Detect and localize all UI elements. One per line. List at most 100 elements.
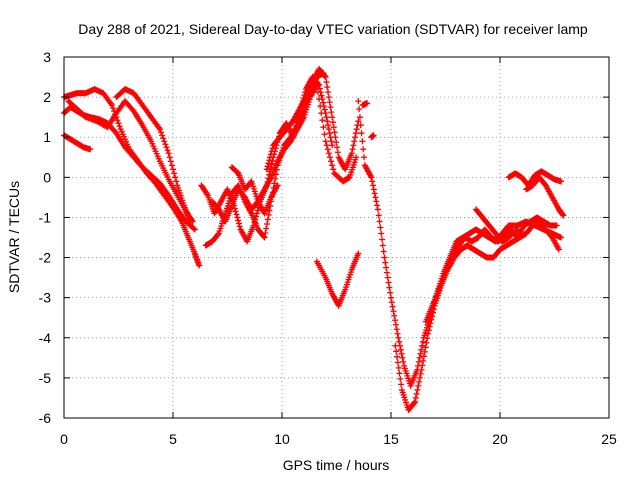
data-point-plus: [329, 162, 336, 169]
data-point-plus: [426, 323, 433, 330]
x-axis: 0 5 10 15 20 25: [60, 57, 617, 447]
data-point-plus: [325, 150, 332, 157]
data-point-plus: [108, 102, 115, 109]
data-point-plus: [325, 89, 332, 96]
data-point-plus: [384, 274, 391, 281]
data-point-plus: [269, 145, 276, 152]
data-point-plus: [361, 154, 368, 161]
data-point-plus: [355, 250, 362, 257]
y-tick-label: -6: [39, 410, 52, 426]
data-point-plus: [370, 182, 377, 189]
series-4: [113, 86, 194, 225]
data-point-plus: [332, 134, 339, 141]
data-point-plus: [313, 82, 320, 89]
data-point-plus: [353, 154, 360, 161]
data-point-plus: [329, 142, 336, 149]
data-point-plus: [325, 122, 332, 129]
data-point-plus: [418, 366, 425, 373]
series-18: [368, 132, 377, 141]
data-point-plus: [424, 335, 431, 342]
data-point-plus: [416, 354, 423, 361]
data-point-plus: [268, 148, 275, 155]
data-point-plus: [397, 346, 404, 353]
data-point-plus: [231, 205, 238, 212]
x-tick-label: 10: [274, 431, 290, 447]
data-point-plus: [251, 219, 258, 226]
data-point-plus: [414, 386, 421, 393]
data-point-plus: [159, 132, 166, 139]
data-point-plus: [168, 162, 175, 169]
data-point-plus: [396, 370, 403, 377]
data-point-plus: [273, 171, 280, 178]
data-point-plus: [413, 390, 420, 397]
data-point-plus: [422, 344, 429, 351]
data-point-plus: [319, 117, 326, 124]
data-point-plus: [395, 334, 402, 341]
data-point-plus: [325, 126, 332, 133]
data-point-plus: [166, 154, 173, 161]
data-point-plus: [398, 350, 405, 357]
data-marks: [61, 66, 567, 413]
data-point-plus: [265, 211, 272, 218]
data-point-plus: [334, 144, 341, 151]
data-point-plus: [390, 308, 397, 315]
data-point-plus: [421, 348, 428, 355]
data-point-plus: [385, 279, 392, 286]
data-point-plus: [411, 399, 418, 406]
series-12: [392, 218, 562, 413]
data-point-plus: [376, 218, 383, 225]
y-axis-label: SDTVAR / TECUs: [6, 181, 22, 293]
data-point-plus: [271, 180, 278, 187]
data-point-plus: [355, 98, 362, 105]
data-point-plus: [425, 330, 432, 337]
data-point-plus: [417, 370, 424, 377]
data-point-plus: [396, 338, 403, 345]
data-point-plus: [381, 254, 388, 261]
data-point-plus: [369, 178, 376, 185]
data-point-plus: [328, 138, 335, 145]
data-point-plus: [264, 220, 271, 227]
data-point-plus: [356, 106, 363, 113]
data-point-plus: [370, 186, 377, 193]
x-tick-label: 0: [60, 431, 68, 447]
data-point-plus: [352, 130, 359, 137]
data-point-plus: [415, 382, 422, 389]
data-point-plus: [420, 353, 427, 360]
data-point-plus: [326, 130, 333, 137]
data-point-plus: [429, 309, 436, 316]
data-point-plus: [328, 158, 335, 165]
data-point-plus: [359, 138, 366, 145]
data-point-plus: [171, 170, 178, 177]
data-point-plus: [333, 139, 340, 146]
data-point-plus: [260, 233, 267, 240]
data-point-plus: [160, 135, 167, 142]
data-point-plus: [317, 103, 324, 110]
chart-title: Day 288 of 2021, Sidereal Day-to-day VTE…: [78, 21, 588, 37]
x-tick-label: 25: [601, 431, 617, 447]
data-point-plus: [326, 154, 333, 161]
data-point-plus: [375, 212, 382, 219]
data-point-plus: [262, 229, 269, 236]
data-point-plus: [321, 73, 328, 80]
data-point-plus: [265, 160, 272, 167]
data-point-plus: [327, 104, 334, 111]
data-point-plus: [377, 224, 384, 231]
data-point-plus: [170, 166, 176, 173]
y-tick-label: -5: [39, 370, 52, 386]
plot-frame: [63, 56, 610, 419]
data-point-plus: [320, 99, 327, 106]
y-tick-label: -3: [39, 290, 52, 306]
data-point-plus: [324, 118, 331, 125]
data-point-plus: [321, 106, 328, 113]
data-point-plus: [349, 146, 356, 153]
data-point-plus: [553, 222, 560, 229]
data-point-plus: [158, 129, 165, 136]
data-point-plus: [372, 194, 379, 201]
data-point-plus: [371, 190, 378, 197]
data-point-plus: [393, 348, 400, 355]
data-point-plus: [419, 338, 426, 345]
data-point-plus: [420, 357, 427, 364]
data-point-plus: [321, 131, 328, 138]
data-point-plus: [392, 317, 399, 324]
data-point-plus: [419, 342, 426, 349]
